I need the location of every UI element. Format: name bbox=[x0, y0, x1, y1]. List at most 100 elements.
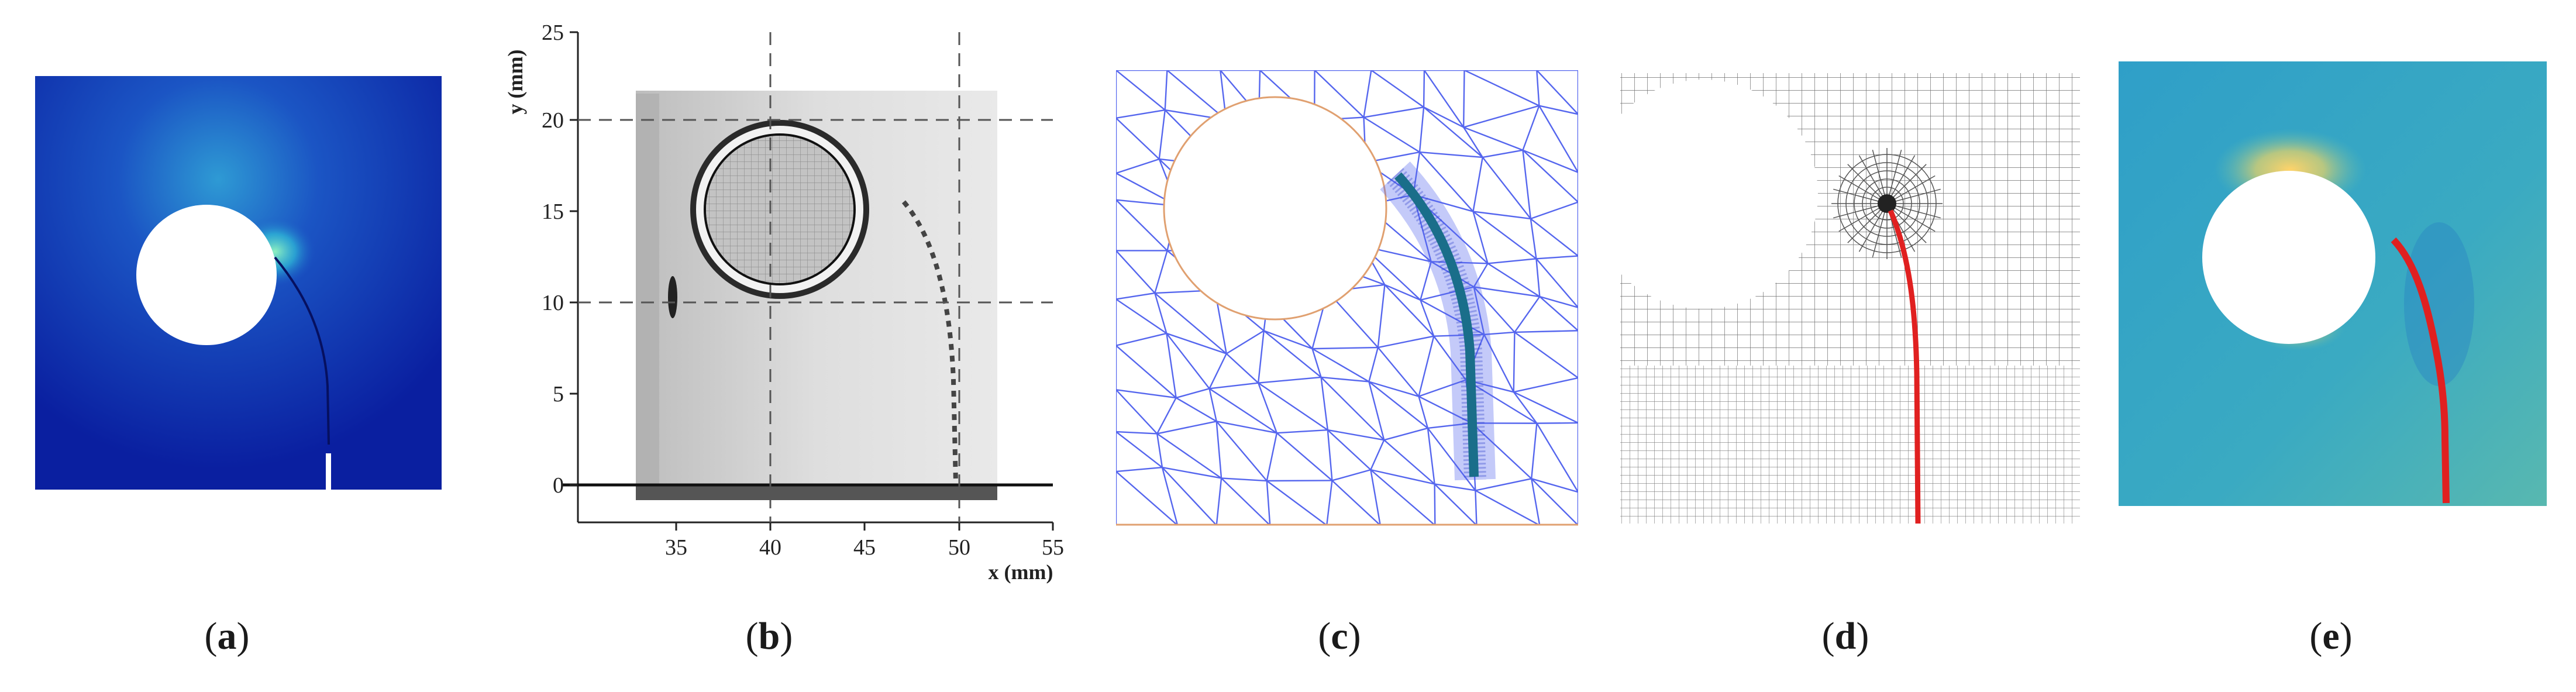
panel-c-mesh-edge bbox=[1487, 263, 1540, 298]
panel-b-y-label: y (mm) bbox=[504, 50, 527, 115]
panel-c-mesh-edge bbox=[1433, 335, 1467, 381]
panel-c-mesh-edge bbox=[1434, 483, 1476, 491]
panel-c-mesh-edge bbox=[1161, 467, 1179, 525]
panel-c-mesh-edge bbox=[1513, 332, 1516, 393]
panel-c-mesh-edge bbox=[1156, 421, 1217, 435]
panel-c-mesh-edge bbox=[1531, 478, 1541, 525]
panel-c-mesh-edge bbox=[1154, 292, 1168, 334]
panel-c-mesh-edge bbox=[1208, 353, 1227, 389]
panel-c-mesh-edge bbox=[1418, 379, 1466, 397]
panel-c-mesh-edge bbox=[1311, 348, 1322, 378]
panel-c-mesh-edge bbox=[1370, 439, 1385, 470]
panel-c-mesh-edge bbox=[1530, 218, 1537, 259]
panel-c-mesh-edge bbox=[1463, 126, 1483, 158]
panel-c-mesh-edge bbox=[1266, 480, 1332, 482]
panel-c-mesh-edge bbox=[1215, 478, 1222, 525]
panel-c-mesh-edge bbox=[1473, 211, 1531, 220]
panel-c-mesh-edge bbox=[1472, 211, 1489, 264]
panel-c-mesh-edge bbox=[1473, 286, 1516, 333]
panel-c-mesh-edge bbox=[1320, 377, 1385, 441]
panel-c-mesh-edge bbox=[1473, 286, 1540, 298]
panel-c-mesh-edge bbox=[1483, 334, 1514, 393]
panel-c-mesh-edge bbox=[1418, 336, 1435, 397]
panel-c-mesh-edge bbox=[1263, 330, 1313, 350]
panel-c-mesh-edge bbox=[1370, 469, 1381, 525]
panel-b-photo-darkband bbox=[636, 94, 659, 497]
panel-a-stress-field bbox=[35, 76, 442, 490]
panel-a-crack-path bbox=[274, 256, 330, 445]
panel-c-mesh-edge bbox=[1475, 490, 1478, 525]
panel-c-mesh-edge bbox=[1420, 286, 1475, 301]
panel-c-mesh-edge bbox=[1176, 388, 1210, 399]
panel-c-mesh-edge bbox=[1370, 469, 1435, 485]
panel-c-mesh-edge bbox=[1423, 106, 1464, 128]
panel-c-mesh-edge bbox=[1530, 218, 1578, 257]
panel-d-mesh-focus bbox=[1878, 194, 1896, 213]
panel-c-mesh-edge bbox=[1258, 382, 1328, 431]
panel-b-x-tick: 45 bbox=[853, 535, 876, 560]
panel-c-mesh-edge bbox=[1487, 258, 1537, 264]
panel-c-mesh-edge bbox=[1258, 376, 1321, 384]
panel-c-mesh-edge bbox=[1531, 423, 1538, 479]
panel-c-mesh-edge bbox=[1166, 332, 1227, 354]
caption-a-letter: a bbox=[217, 615, 237, 657]
panel-c-mesh-edge bbox=[1383, 439, 1435, 485]
panel-b-y-tick: 15 bbox=[542, 199, 564, 224]
panel-a-notch bbox=[326, 453, 331, 490]
panel-d-mesh-lower bbox=[1620, 366, 2080, 524]
panel-c-mesh-edge bbox=[1166, 333, 1177, 398]
panel-c-mesh-edge bbox=[1377, 347, 1420, 397]
panel-c-mesh-edge bbox=[1162, 467, 1217, 525]
panel-c-mesh-edge bbox=[1216, 421, 1277, 434]
panel-c-mesh-edge bbox=[1327, 429, 1385, 441]
panel-c-mesh-edge bbox=[1423, 70, 1465, 128]
panel-c-mesh-edge bbox=[1369, 381, 1419, 397]
panel-c-mesh-edge bbox=[1522, 105, 1540, 151]
panel-b-experiment-plot: 0 5 10 15 20 25 35 40 45 50 55 x (mm) y … bbox=[504, 20, 1064, 584]
panel-c-mesh-edge bbox=[1514, 296, 1541, 333]
panel-c-mesh-edge bbox=[1538, 105, 1578, 173]
panel-b-y-tick: 25 bbox=[542, 20, 564, 45]
panel-c-mesh-edge bbox=[1166, 70, 1227, 121]
panel-c-mesh-edge bbox=[1384, 284, 1435, 337]
panel-c-mesh-edge bbox=[1158, 109, 1166, 160]
panel-c-mesh-edge bbox=[1420, 299, 1435, 337]
panel-a-hole bbox=[136, 205, 277, 345]
panel-c-mesh-edge bbox=[1331, 480, 1381, 525]
panel-d-crack-path bbox=[1888, 209, 1921, 524]
panel-c-mesh-edge bbox=[1531, 478, 1578, 493]
panel-b-y-tick: 5 bbox=[553, 382, 564, 407]
panel-c-mesh-edge bbox=[1154, 292, 1227, 354]
panel-c-mesh-edge bbox=[1522, 149, 1578, 203]
panel-c-mesh-edge bbox=[1215, 421, 1268, 481]
panel-c-mesh-edge bbox=[1384, 284, 1421, 301]
panel-c-mesh-edge bbox=[1166, 333, 1210, 390]
panel-c-mesh-edge bbox=[1156, 397, 1177, 434]
panel-c-mesh-edge bbox=[1116, 389, 1158, 435]
panel-c-mesh-edge bbox=[1116, 158, 1160, 174]
panel-c-mesh-edge bbox=[1514, 332, 1578, 378]
panel-c-mesh-edge bbox=[1368, 381, 1385, 440]
panel-c-mesh-edge bbox=[1513, 391, 1538, 424]
panel-c-mesh-edge bbox=[1419, 152, 1474, 212]
panel-c-mesh-edge bbox=[1208, 388, 1217, 422]
caption-c-letter: c bbox=[1331, 615, 1348, 657]
panel-c-mesh-edge bbox=[1427, 428, 1435, 484]
panel-c-mesh-edge bbox=[1530, 201, 1578, 220]
panel-c-mesh-edge bbox=[1176, 397, 1217, 422]
panel-c-mesh-edge bbox=[1484, 331, 1515, 336]
panel-b-crack-path bbox=[901, 200, 958, 483]
panel-c-mesh-edge bbox=[1116, 109, 1165, 119]
panel-c-mesh-edge bbox=[1116, 199, 1168, 252]
panel-b-y-tick: 10 bbox=[542, 291, 564, 315]
panel-c-crack-path bbox=[1394, 172, 1479, 477]
caption-d-letter: d bbox=[1834, 615, 1857, 657]
panel-c-mesh-edge bbox=[1434, 333, 1485, 337]
panel-c-mesh-edge bbox=[1370, 469, 1436, 525]
panel-c-mesh-edge bbox=[1266, 480, 1271, 525]
panel-c-mesh-edge bbox=[1321, 376, 1369, 383]
panel-c-mesh-edge bbox=[1226, 330, 1265, 354]
panel-c-mesh-edge bbox=[1531, 478, 1578, 525]
panel-c-mesh-edge bbox=[1539, 105, 1578, 115]
panel-b-x-tick: 55 bbox=[1042, 535, 1064, 560]
